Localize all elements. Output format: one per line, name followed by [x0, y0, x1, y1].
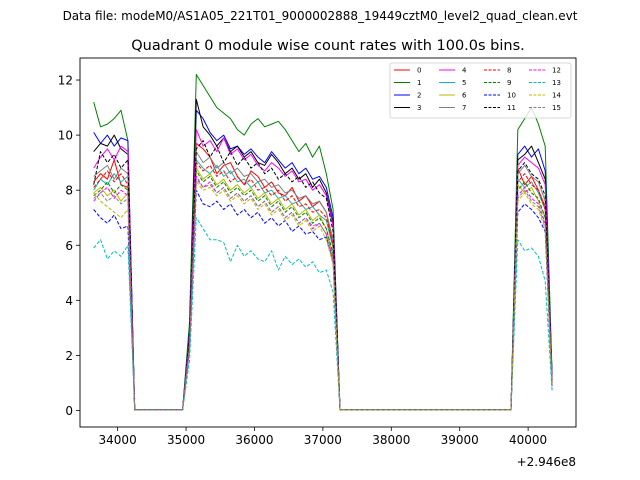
legend-label-13: 13: [552, 79, 561, 87]
series-line-5: [93, 159, 553, 411]
y-tick-label: 8: [65, 184, 73, 198]
chart-title: Quadrant 0 module wise count rates with …: [131, 38, 525, 54]
series-line-14: [93, 181, 553, 411]
series-line-4: [93, 129, 553, 411]
series-line-1: [93, 74, 553, 411]
x-tick-label: 37000: [304, 433, 342, 447]
x-offset-label: +2.946e8: [517, 455, 576, 469]
y-tick-label: 6: [65, 239, 73, 253]
legend-label-12: 12: [552, 67, 561, 75]
plot-frame: [79, 57, 577, 428]
y-tick-label: 2: [65, 349, 73, 363]
legend-label-1: 1: [417, 79, 421, 87]
legend-label-15: 15: [552, 104, 561, 112]
legend-label-10: 10: [507, 92, 516, 100]
legend-label-5: 5: [462, 79, 466, 87]
y-tick-label: 10: [58, 129, 73, 143]
legend-box: [389, 62, 572, 119]
x-tick-label: 34000: [99, 433, 137, 447]
legend-label-4: 4: [462, 67, 467, 75]
y-tick-label: 12: [58, 74, 73, 88]
series-line-15: [93, 178, 553, 411]
series-line-8: [93, 162, 553, 411]
series-line-6: [93, 167, 553, 411]
x-tick-label: 36000: [235, 433, 273, 447]
x-tick-label: 39000: [441, 433, 479, 447]
series-line-11: [93, 140, 553, 411]
legend-label-6: 6: [462, 92, 467, 100]
legend-label-0: 0: [417, 67, 421, 75]
y-tick-label: 0: [65, 404, 73, 418]
legend-label-14: 14: [552, 92, 561, 100]
series-line-13: [93, 217, 553, 411]
series-layer: [93, 74, 553, 411]
x-tick-label: 40000: [509, 433, 547, 447]
legend-label-8: 8: [507, 67, 511, 75]
axes-layer: 34000 35000 36000 37000 38000 39000 40000 0 2 4 6 8…: [58, 74, 547, 447]
series-line-2: [93, 109, 553, 411]
series-line-0: [93, 142, 553, 411]
file-suptitle: Data file: modeM0/AS1A05_221T01_90000028…: [63, 9, 578, 23]
x-tick-label: 38000: [372, 433, 410, 447]
legend-label-11: 11: [507, 104, 516, 112]
series-line-12: [93, 175, 553, 411]
y-tick-label: 4: [65, 294, 73, 308]
legend-label-9: 9: [507, 79, 511, 87]
legend-label-2: 2: [417, 92, 421, 100]
x-tick-label: 35000: [167, 433, 205, 447]
legend-label-3: 3: [417, 104, 421, 112]
legend-label-7: 7: [462, 104, 466, 112]
series-line-3: [93, 98, 553, 411]
